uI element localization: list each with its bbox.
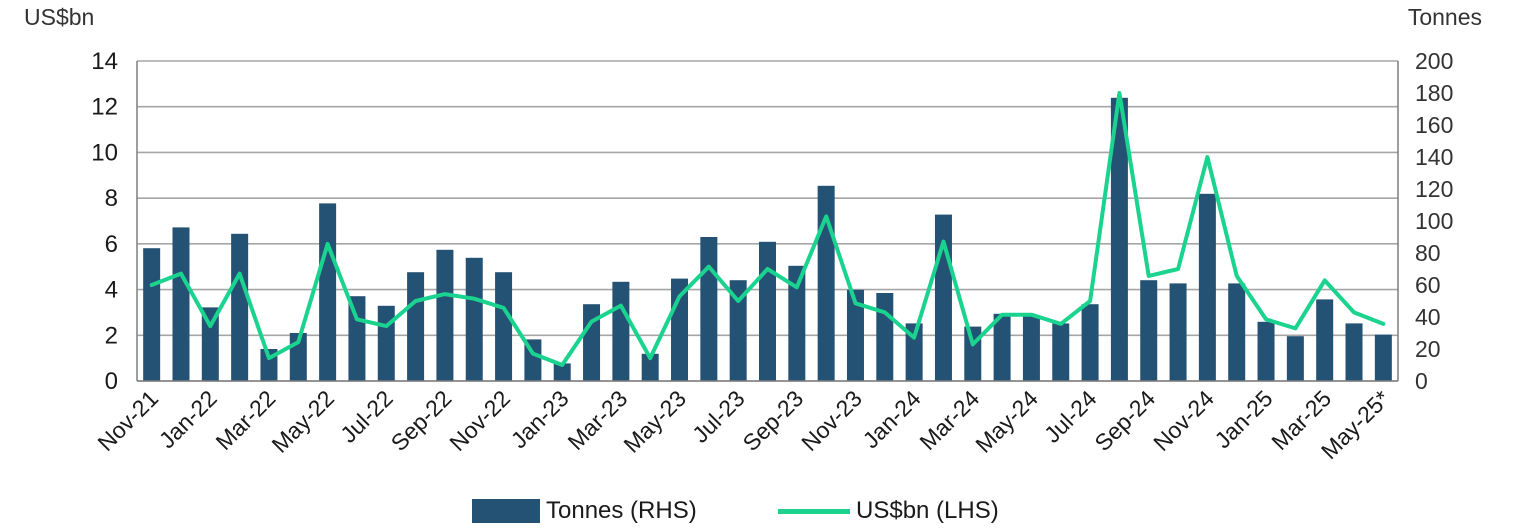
- x-tick-label: Nov-21: [92, 385, 163, 456]
- bar-tonnes: [934, 214, 952, 381]
- legend-swatch-tonnes: [472, 499, 540, 523]
- bar-tonnes: [876, 293, 894, 381]
- bar-tonnes: [495, 272, 513, 381]
- bar-tonnes: [1198, 193, 1216, 381]
- x-tick-label: Mar-24: [914, 385, 984, 455]
- y-right-tick-label: 200: [1415, 48, 1453, 74]
- bar-tonnes: [1169, 283, 1187, 381]
- bar-tonnes: [143, 248, 161, 381]
- bar-tonnes: [348, 296, 366, 381]
- left-axis-unit-label: US$bn: [24, 4, 95, 30]
- bar-tonnes: [1081, 304, 1099, 381]
- y-left-tick-label: 14: [91, 48, 118, 75]
- bar-tonnes: [172, 227, 190, 381]
- x-tick-label: Jan-25: [1209, 385, 1277, 453]
- y-right-tick-label: 120: [1415, 176, 1453, 202]
- line-usd: [149, 91, 1386, 367]
- y-left-tick-label: 4: [105, 277, 118, 304]
- legend-item-tonnes: Tonnes (RHS): [472, 497, 697, 525]
- bar-tonnes: [1052, 323, 1070, 381]
- y-left-tick-label: 0: [105, 368, 118, 395]
- x-tick-label: Sep-22: [386, 385, 457, 456]
- bar-tonnes: [846, 289, 864, 381]
- bar-tonnes: [788, 265, 806, 381]
- bar-tonnes: [700, 237, 718, 381]
- y-left-tick-label: 8: [105, 185, 118, 212]
- x-tick-label: Sep-23: [738, 385, 809, 456]
- bar-tonnes: [231, 233, 249, 381]
- x-tick-label: Mar-23: [563, 385, 633, 455]
- x-tick-label: May-23: [618, 385, 691, 458]
- right-axis-unit-label: Tonnes: [1407, 4, 1482, 30]
- chart-area: 02468101214020406080100120140160180200No…: [91, 48, 1453, 464]
- y-right-tick-label: 160: [1415, 112, 1453, 138]
- bar-tonnes: [1110, 97, 1128, 382]
- bar-tonnes: [1022, 315, 1040, 381]
- bar-tonnes: [553, 363, 571, 381]
- bar-tonnes: [641, 353, 659, 381]
- bar-tonnes: [1316, 299, 1334, 381]
- legend-label-tonnes: Tonnes (RHS): [546, 497, 697, 524]
- legend-swatch-usd: [778, 508, 850, 514]
- bar-tonnes: [964, 326, 982, 381]
- bar-tonnes: [319, 203, 337, 381]
- x-tick-label: Nov-24: [1148, 385, 1219, 456]
- y-left-tick-label: 10: [91, 139, 118, 166]
- bar-tonnes: [1228, 283, 1246, 381]
- bar-tonnes: [759, 241, 776, 381]
- bar-tonnes: [1140, 280, 1158, 381]
- y-right-tick-label: 60: [1415, 272, 1441, 298]
- bar-tonnes: [1345, 323, 1363, 381]
- bar-tonnes: [465, 257, 483, 381]
- x-tick-label: Jan-23: [506, 385, 574, 453]
- x-tick-label: Mar-22: [211, 385, 281, 455]
- bar-tonnes: [1374, 334, 1392, 381]
- y-right-tick-label: 100: [1415, 208, 1453, 234]
- x-tick-label: May-22: [267, 385, 340, 458]
- bar-tonnes: [407, 272, 425, 381]
- bar-tonnes: [201, 307, 219, 381]
- y-right-tick-label: 140: [1415, 144, 1453, 170]
- y-left-tick-label: 12: [91, 94, 118, 121]
- y-right-tick-label: 40: [1415, 304, 1441, 330]
- y-left-tick-label: 6: [105, 231, 118, 258]
- y-right-tick-label: 180: [1415, 80, 1453, 106]
- x-tick-label: Nov-23: [796, 385, 867, 456]
- bar-tonnes: [1257, 321, 1275, 381]
- x-tick-label: Sep-24: [1089, 385, 1160, 456]
- y-right-tick-label: 0: [1415, 368, 1428, 394]
- y-left-tick-label: 2: [105, 322, 118, 349]
- bar-tonnes: [1286, 336, 1304, 381]
- bar-tonnes: [993, 313, 1011, 381]
- y-right-tick-label: 80: [1415, 240, 1441, 266]
- x-tick-label: Jan-24: [858, 385, 926, 453]
- bar-tonnes: [436, 249, 454, 381]
- x-tick-label: Jan-22: [154, 385, 222, 453]
- bar-tonnes: [612, 281, 630, 381]
- bar-tonnes: [729, 280, 747, 381]
- y-right-tick-label: 20: [1415, 336, 1441, 362]
- x-tick-label: Nov-22: [444, 385, 515, 456]
- legend-label-usd: US$bn (LHS): [856, 497, 999, 524]
- legend-item-usd: US$bn (LHS): [778, 497, 999, 525]
- bar-tonnes: [905, 323, 923, 381]
- bar-tonnes: [377, 305, 395, 381]
- bar-tonnes: [583, 304, 601, 381]
- x-tick-label: May-24: [970, 385, 1043, 458]
